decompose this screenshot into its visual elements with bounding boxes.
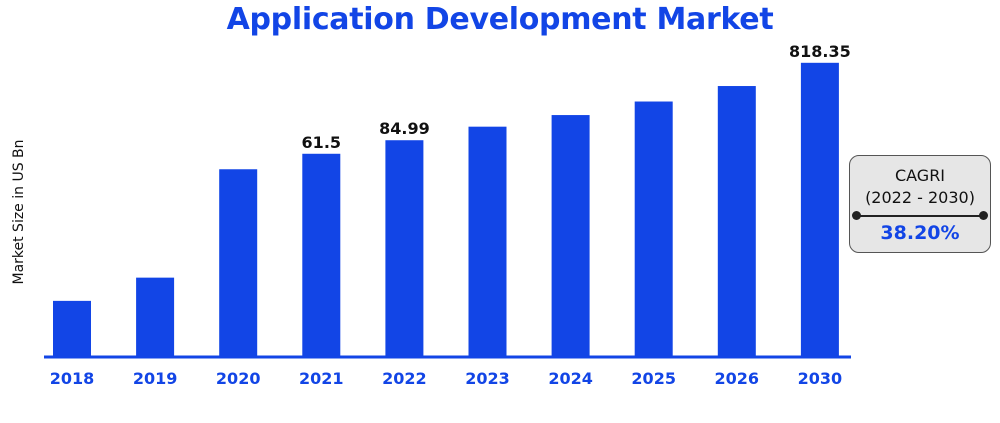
bar-2025 bbox=[634, 101, 673, 357]
chart-title: Application Development Market bbox=[226, 2, 774, 37]
x-tick-label-2019: 2019 bbox=[133, 369, 178, 388]
x-tick-label-2020: 2020 bbox=[216, 369, 261, 388]
bar-2022 bbox=[385, 140, 424, 357]
bar-2018 bbox=[53, 300, 91, 357]
y-axis-label: Market Size in US Bn bbox=[11, 139, 27, 284]
bar-2023 bbox=[468, 126, 507, 357]
bar-2019 bbox=[136, 277, 175, 357]
cagr-panel: CAGRI (2022 - 2030) 38.20% bbox=[849, 155, 991, 253]
cagr-label: CAGRI bbox=[894, 166, 946, 185]
labels-layer: 2018 2019 2020 2021 61.5 2022 84.99 2023 2024 202… bbox=[50, 42, 851, 388]
x-tick-label-2025: 2025 bbox=[631, 369, 676, 388]
data-label-2030: 818.35 bbox=[789, 42, 851, 61]
bars-layer bbox=[53, 62, 839, 357]
bar-2030 bbox=[800, 62, 839, 357]
cagr-value: 38.20% bbox=[880, 222, 960, 244]
bar-2026 bbox=[717, 86, 756, 357]
bar-2024 bbox=[551, 115, 590, 357]
data-label-2022: 84.99 bbox=[379, 119, 430, 138]
data-label-2021: 61.5 bbox=[302, 133, 341, 152]
cagr-period: (2022 - 2030) bbox=[865, 188, 975, 207]
x-tick-label-2018: 2018 bbox=[50, 369, 95, 388]
cagr-divider-dot-left bbox=[852, 211, 861, 220]
x-tick-label-2024: 2024 bbox=[548, 369, 593, 388]
x-tick-label-2021: 2021 bbox=[299, 369, 344, 388]
cagr-divider bbox=[856, 215, 984, 217]
x-tick-label-2030: 2030 bbox=[798, 369, 843, 388]
bar-2021 bbox=[302, 153, 341, 357]
x-tick-label-2026: 2026 bbox=[715, 369, 760, 388]
cagr-divider-dot-right bbox=[979, 211, 988, 220]
x-tick-label-2022: 2022 bbox=[382, 369, 427, 388]
x-tick-label-2023: 2023 bbox=[465, 369, 510, 388]
bar-2020 bbox=[219, 169, 258, 357]
